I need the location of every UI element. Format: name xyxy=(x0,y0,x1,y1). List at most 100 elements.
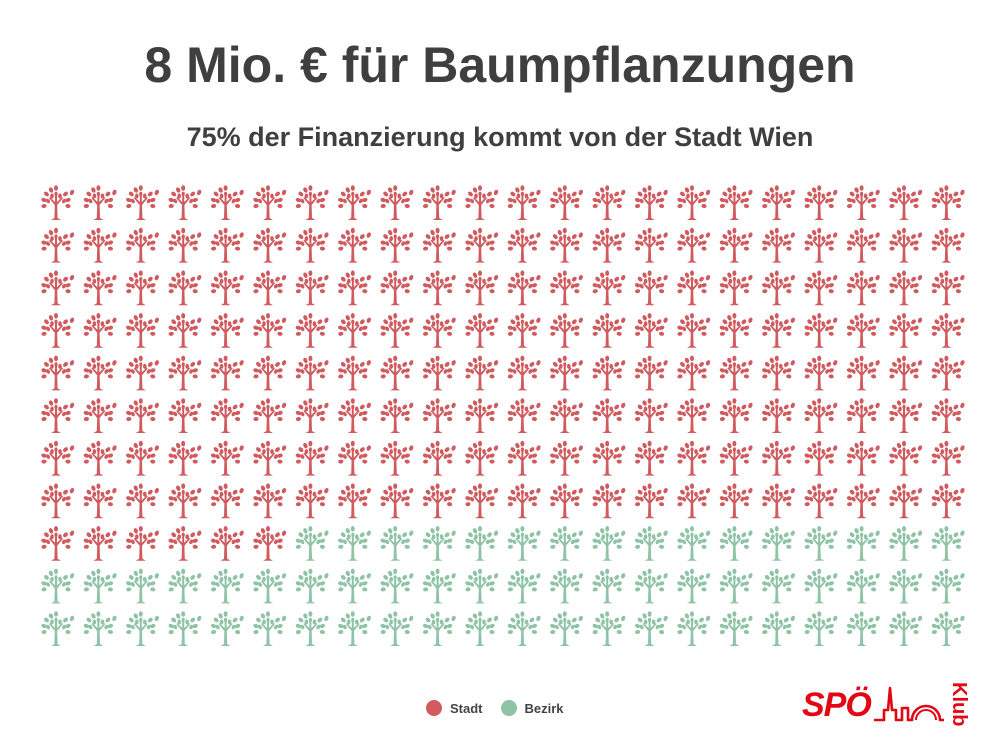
tree-icon-stadt xyxy=(761,227,796,263)
tree-icon-bezirk xyxy=(422,611,457,646)
tree-icon-stadt xyxy=(295,270,330,306)
tree-icon-stadt xyxy=(422,440,457,476)
tree-icon-bezirk xyxy=(888,611,923,646)
tree-icon-stadt xyxy=(422,227,457,263)
tree-icon-bezirk xyxy=(464,568,499,604)
tree-icon-stadt xyxy=(634,398,669,433)
tree-icon-stadt xyxy=(464,440,499,476)
tree-icon-stadt xyxy=(931,185,966,220)
tree-icon-bezirk xyxy=(591,526,627,561)
tree-icon-stadt xyxy=(931,483,966,519)
tree-icon-stadt xyxy=(210,270,245,306)
tree-icon-stadt xyxy=(719,185,754,220)
tree-icon-bezirk xyxy=(634,611,669,646)
spoe-klub-logo: SPÖ Klub xyxy=(802,676,972,738)
tree-icon-stadt xyxy=(379,398,415,433)
tree-icon-bezirk xyxy=(634,526,669,561)
tree-icon-stadt xyxy=(125,440,160,476)
tree-icon-stadt xyxy=(40,483,75,519)
tree-icon-stadt xyxy=(931,355,966,391)
tree-icon-bezirk xyxy=(252,611,287,646)
tree-icon-stadt xyxy=(719,398,754,433)
logo-text: SPÖ xyxy=(802,686,872,724)
tree-icon-stadt xyxy=(591,398,627,433)
vienna-skyline-icon xyxy=(874,686,944,722)
tree-icon-stadt xyxy=(676,483,711,519)
tree-icon-stadt xyxy=(507,270,542,306)
tree-icon-bezirk xyxy=(507,526,542,561)
tree-icon-stadt xyxy=(167,526,203,561)
tree-icon-stadt xyxy=(422,270,457,306)
tree-icon-bezirk xyxy=(379,611,415,646)
tree-icon-bezirk xyxy=(422,526,457,561)
tree-icon-stadt xyxy=(634,185,669,220)
tree-icon-stadt xyxy=(379,313,415,348)
tree-icon-bezirk xyxy=(83,568,118,604)
tree-icon-stadt xyxy=(803,185,839,220)
tree-icon-bezirk xyxy=(761,611,796,646)
tree-icon-stadt xyxy=(507,313,542,348)
tree-icon-stadt xyxy=(337,483,372,519)
tree-icon-stadt xyxy=(549,185,584,220)
tree-icon-stadt xyxy=(719,227,754,263)
tree-icon-bezirk xyxy=(719,568,754,604)
tree-icon-stadt xyxy=(83,355,118,391)
tree-icon-stadt xyxy=(634,313,669,348)
tree-icon-bezirk xyxy=(337,611,372,646)
tree-icon-stadt xyxy=(761,355,796,391)
tree-icon-stadt xyxy=(507,483,542,519)
tree-icon-stadt xyxy=(591,185,627,220)
tree-icon-stadt xyxy=(634,483,669,519)
tree-icon-stadt xyxy=(464,483,499,519)
tree-icon-bezirk xyxy=(549,526,584,561)
tree-icon-stadt xyxy=(252,313,287,348)
tree-icon-bezirk xyxy=(337,568,372,604)
tree-icon-bezirk xyxy=(295,526,330,561)
tree-icon-stadt xyxy=(549,398,584,433)
tree-icon-stadt xyxy=(422,355,457,391)
tree-icon-stadt xyxy=(591,355,627,391)
tree-icon-stadt xyxy=(83,483,118,519)
tree-icon-stadt xyxy=(761,270,796,306)
tree-icon-stadt xyxy=(125,398,160,433)
tree-icon-stadt xyxy=(295,440,330,476)
tree-icon-stadt xyxy=(337,185,372,220)
logo-klub: Klub xyxy=(948,682,970,727)
tree-icon-stadt xyxy=(761,483,796,519)
tree-icon-stadt xyxy=(719,355,754,391)
tree-icon-stadt xyxy=(83,270,118,306)
tree-icon-bezirk xyxy=(761,568,796,604)
tree-icon-stadt xyxy=(888,270,923,306)
tree-icon-stadt xyxy=(167,270,203,306)
tree-icon-stadt xyxy=(464,185,499,220)
tree-icon-stadt xyxy=(888,227,923,263)
tree-icon-stadt xyxy=(337,355,372,391)
tree-icon-bezirk xyxy=(719,611,754,646)
tree-icon-stadt xyxy=(210,185,245,220)
tree-icon-stadt xyxy=(379,270,415,306)
tree-icon-stadt xyxy=(40,355,75,391)
tree-icon-stadt xyxy=(210,355,245,391)
tree-icon-stadt xyxy=(40,227,75,263)
tree-icon-stadt xyxy=(888,398,923,433)
tree-icon-bezirk xyxy=(549,568,584,604)
tree-icon-stadt xyxy=(337,227,372,263)
tree-icon-stadt xyxy=(846,440,881,476)
tree-icon-stadt xyxy=(252,483,287,519)
tree-icon-bezirk xyxy=(676,568,711,604)
tree-icon-stadt xyxy=(931,398,966,433)
tree-icon-stadt xyxy=(337,270,372,306)
tree-icon-stadt xyxy=(464,270,499,306)
tree-icon-bezirk xyxy=(337,526,372,561)
waffle-chart xyxy=(40,185,966,646)
tree-icon-stadt xyxy=(379,355,415,391)
tree-icon-stadt xyxy=(846,313,881,348)
tree-icon-bezirk xyxy=(676,526,711,561)
tree-icon-stadt xyxy=(931,227,966,263)
tree-icon-stadt xyxy=(210,440,245,476)
tree-icon-stadt xyxy=(676,227,711,263)
tree-icon-stadt xyxy=(40,313,75,348)
tree-icon-bezirk xyxy=(83,611,118,646)
tree-icon-stadt xyxy=(761,185,796,220)
tree-icon-stadt xyxy=(210,227,245,263)
